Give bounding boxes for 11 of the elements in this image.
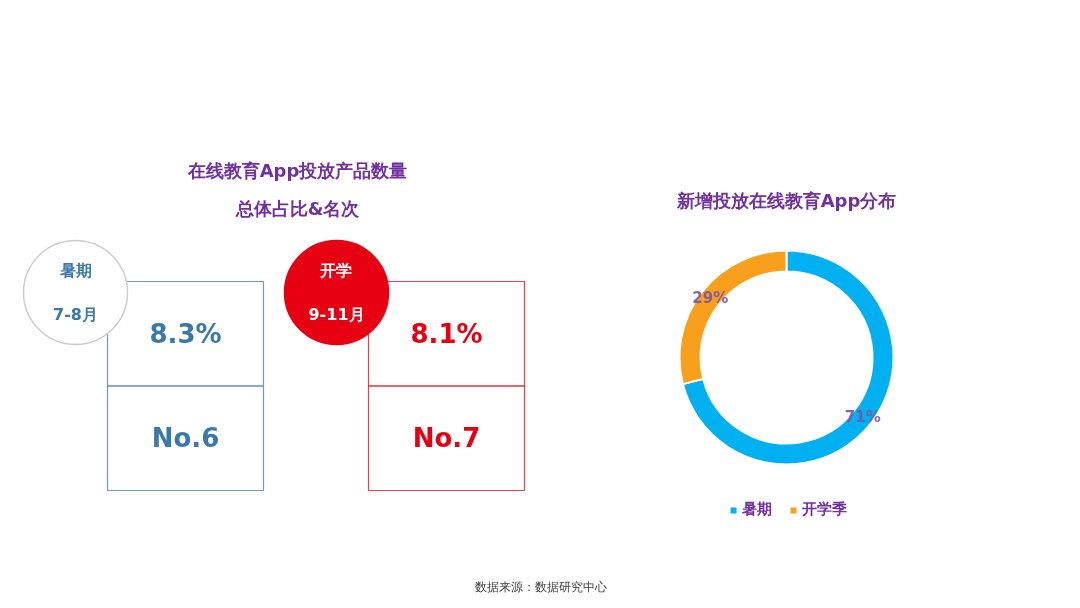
text: 8.1% <box>410 318 483 349</box>
text: No.6 <box>151 423 220 454</box>
legend-label: 暑期 <box>742 500 772 519</box>
chart-title: 新增投放在线教育App分布 <box>675 190 897 211</box>
text: 在线教育App投放产品数量总体占比&名次 <box>186 160 408 219</box>
category-label: 暑期 7-8月 <box>53 261 98 324</box>
text: 8.3% <box>149 318 222 349</box>
text: No.7 <box>412 423 481 454</box>
category-label: 开学 9-11月 <box>308 261 365 324</box>
legend-label: 开学季 <box>802 500 847 519</box>
source-note: 数据来源：数据研究中心 <box>474 579 607 594</box>
